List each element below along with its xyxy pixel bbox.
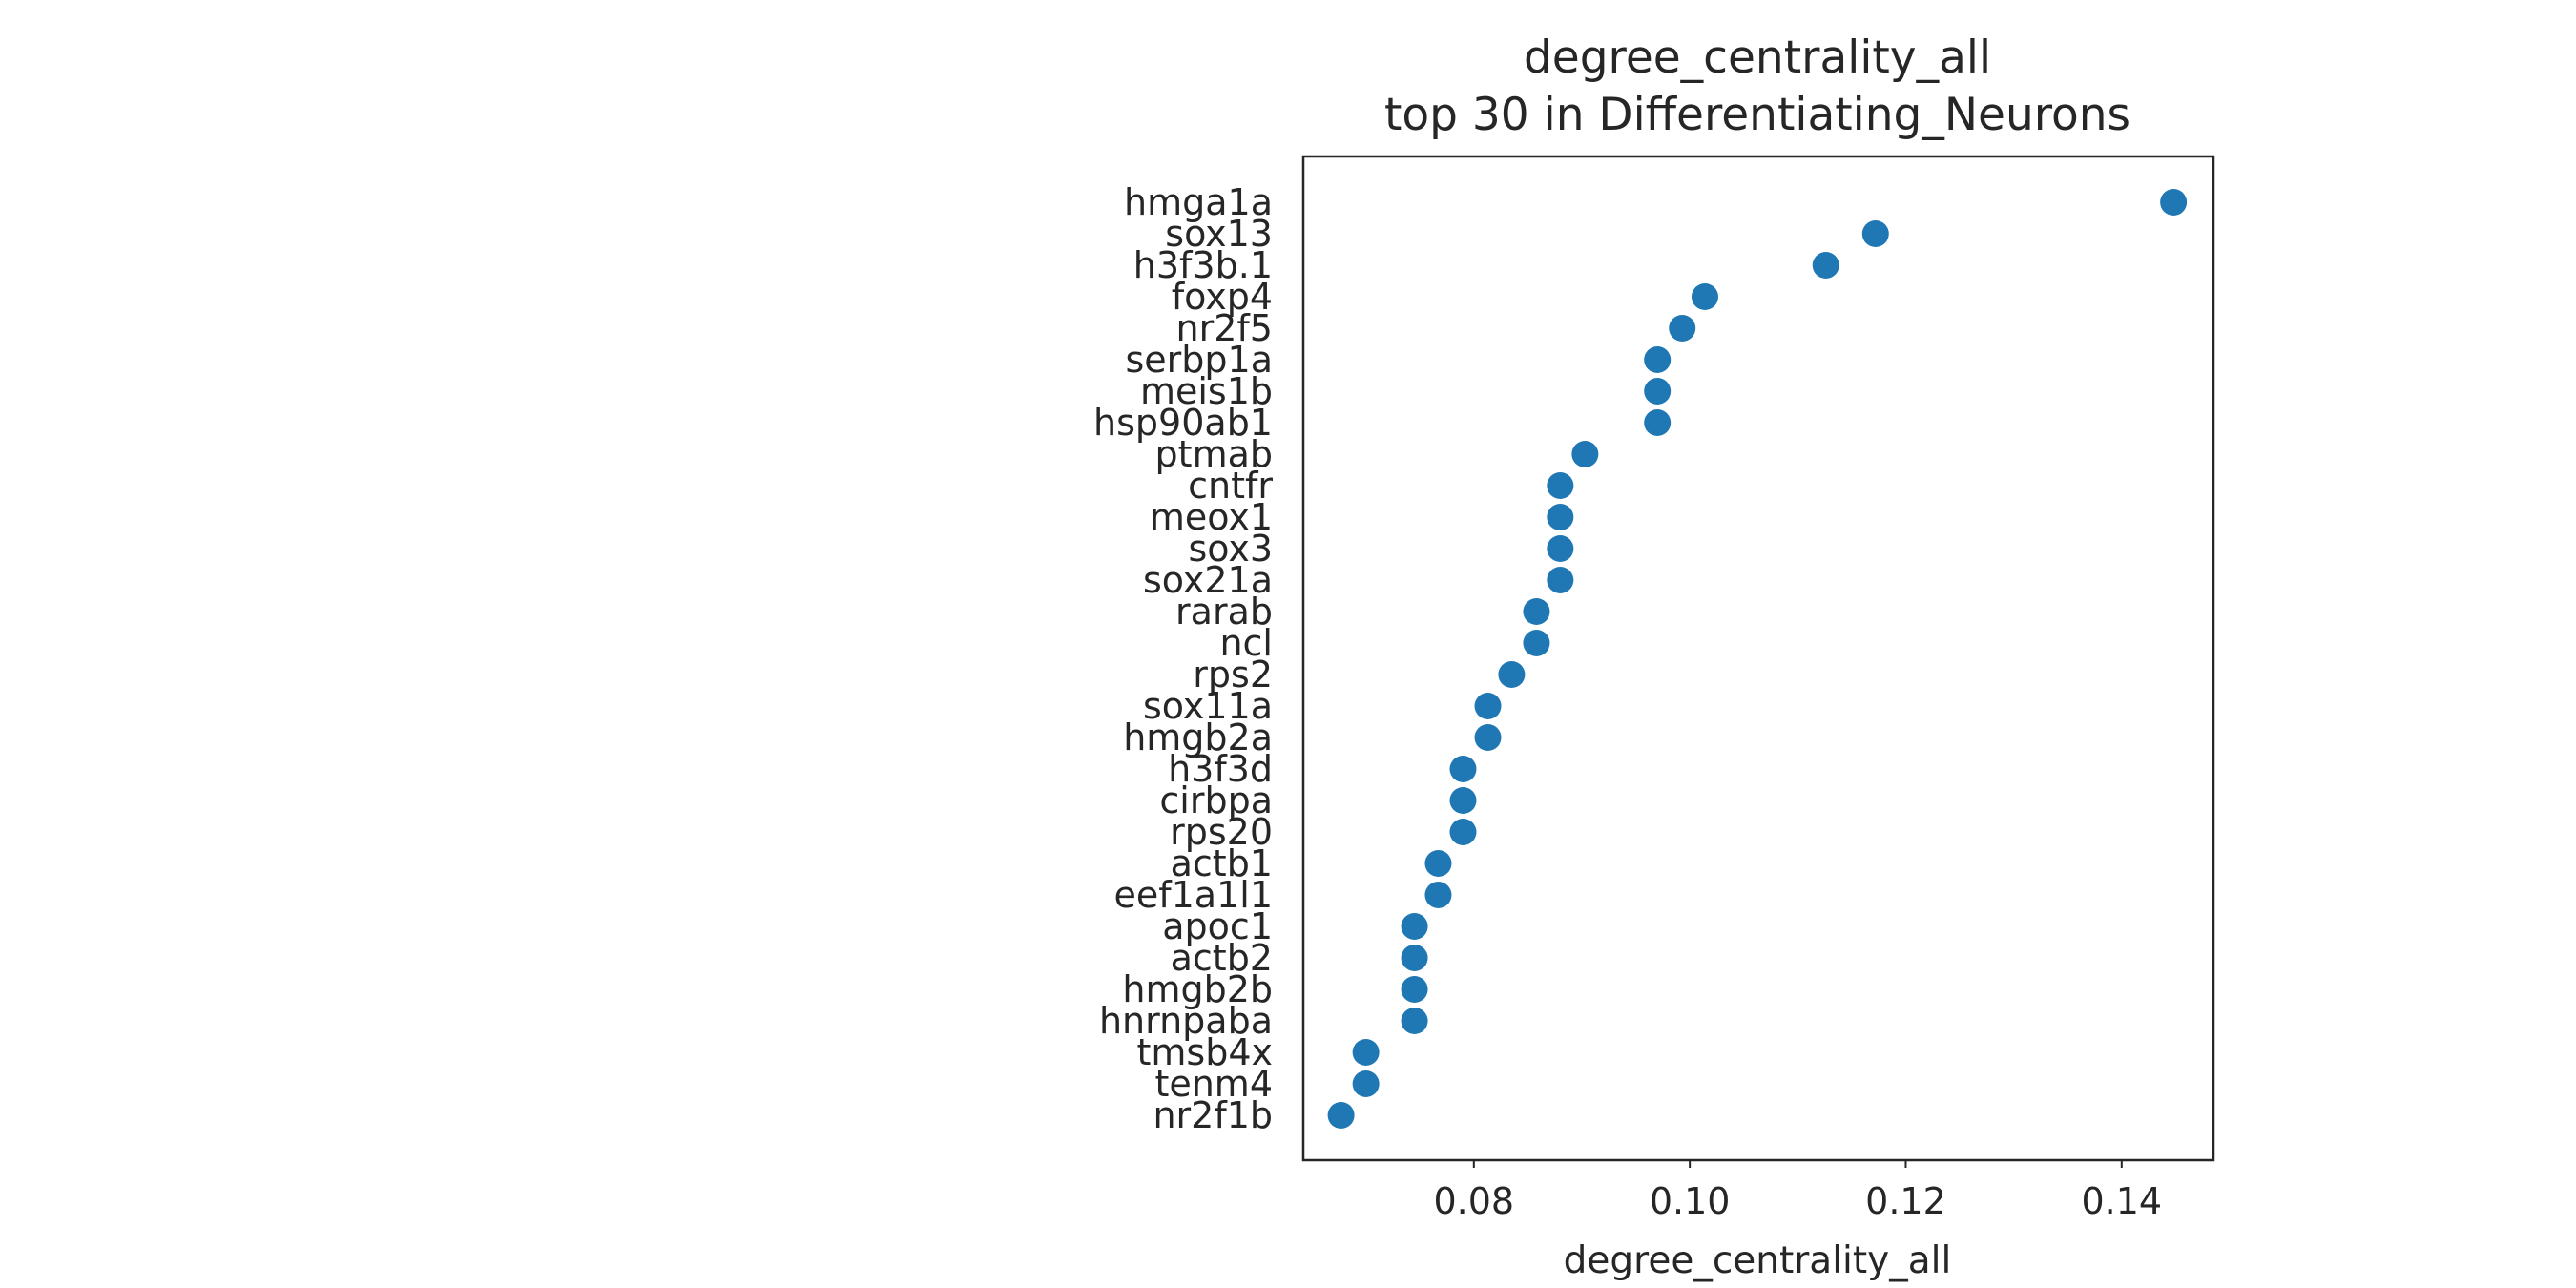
y-tick-label-sox13: sox13 (1165, 213, 1273, 255)
y-tick-label-hmgb2a: hmgb2a (1123, 717, 1273, 758)
data-point-nr2f1b (1327, 1102, 1355, 1129)
y-tick-label-cntfr: cntfr (1188, 465, 1273, 507)
data-point-rarab (1523, 598, 1550, 625)
y-tick-label-h3f3d: h3f3d (1168, 748, 1273, 790)
data-point-nr2f5 (1669, 315, 1696, 342)
y-tick-label-cirbpa: cirbpa (1159, 779, 1273, 821)
data-point-cirbpa (1449, 787, 1477, 814)
data-point-tmsb4x (1352, 1039, 1380, 1066)
data-point-eef1a1l1 (1424, 882, 1452, 908)
data-point-h3f3b-1 (1812, 252, 1839, 279)
y-tick-label-nr2f5: nr2f5 (1176, 307, 1273, 349)
x-tick-label: 0.08 (1433, 1180, 1514, 1222)
x-tick-label: 0.12 (1865, 1180, 1946, 1222)
chart-title-line-2: top 30 in Differentiating_Neurons (1384, 89, 2130, 141)
data-point-tenm4 (1352, 1070, 1380, 1097)
y-tick-label-hmgb2b: hmgb2b (1122, 968, 1273, 1010)
y-tick-label-rps20: rps20 (1170, 811, 1273, 853)
data-point-meis1b (1644, 378, 1672, 405)
y-tick-label-tmsb4x: tmsb4x (1137, 1031, 1274, 1073)
x-axis-label: degree_centrality_all (1564, 1239, 1952, 1282)
y-tick-label-actb1: actb1 (1171, 842, 1273, 884)
data-point-cntfr (1547, 472, 1574, 499)
data-point-hmgb2a (1474, 724, 1502, 751)
data-point-hmga1a (2160, 189, 2188, 216)
data-point-actb1 (1424, 850, 1452, 877)
y-tick-label-eef1a1l1: eef1a1l1 (1113, 874, 1273, 916)
y-tick-label-meis1b: meis1b (1140, 370, 1273, 412)
y-tick-label-sox21a: sox21a (1143, 559, 1273, 601)
y-tick-label-apoc1: apoc1 (1162, 905, 1273, 947)
y-tick-label-nr2f1b: nr2f1b (1153, 1094, 1273, 1136)
plot-frame (1301, 155, 2215, 1162)
y-tick-label-ncl: ncl (1219, 622, 1273, 664)
x-tick-label: 0.14 (2082, 1180, 2163, 1222)
y-tick-label-foxp4: foxp4 (1172, 276, 1273, 318)
data-point-rps2 (1498, 661, 1526, 688)
data-point-sox13 (1861, 220, 1889, 247)
y-tick-label-hmga1a: hmga1a (1124, 181, 1273, 223)
data-points (1327, 189, 2188, 1129)
data-point-hsp90ab1 (1644, 409, 1672, 436)
data-point-serbp1a (1644, 346, 1672, 373)
y-tick-label-tenm4: tenm4 (1154, 1063, 1273, 1105)
data-point-h3f3d (1449, 756, 1477, 782)
data-point-sox3 (1547, 535, 1574, 562)
y-tick-label-rps2: rps2 (1193, 654, 1273, 696)
chart-title-line-1: degree_centrality_all (1524, 31, 1991, 84)
y-tick-label-meox1: meox1 (1150, 496, 1273, 538)
y-tick-label-sox3: sox3 (1188, 528, 1273, 570)
data-point-sox11a (1474, 693, 1502, 719)
y-tick-label-ptmab: ptmab (1155, 433, 1273, 475)
x-tick-label: 0.10 (1650, 1180, 1731, 1222)
data-point-sox21a (1547, 567, 1574, 593)
data-point-hmgb2b (1401, 976, 1428, 1003)
data-point-apoc1 (1401, 913, 1428, 940)
y-tick-label-hsp90ab1: hsp90ab1 (1093, 402, 1273, 444)
data-point-rps20 (1449, 819, 1477, 845)
data-point-hnrnpaba (1401, 1008, 1428, 1034)
y-tick-label-rarab: rarab (1175, 591, 1273, 633)
y-tick-label-hnrnpaba: hnrnpaba (1099, 1000, 1273, 1042)
y-tick-label-actb2: actb2 (1171, 937, 1273, 979)
y-tick-label-serbp1a: serbp1a (1125, 339, 1273, 381)
y-tick-label-sox11a: sox11a (1143, 685, 1273, 727)
data-point-meox1 (1547, 504, 1574, 530)
x-ticks: 0.08 0.10 0.12 0.14 (1433, 1160, 2162, 1222)
data-point-ncl (1523, 630, 1550, 656)
y-tick-label-h3f3b-1: h3f3b.1 (1133, 244, 1273, 286)
data-point-foxp4 (1691, 283, 1718, 310)
y-tick-labels: hmga1asox13h3f3b.1foxp4nr2f5serbp1ameis1… (1093, 181, 1273, 1136)
data-point-ptmab (1571, 441, 1599, 467)
data-point-actb2 (1401, 945, 1428, 971)
